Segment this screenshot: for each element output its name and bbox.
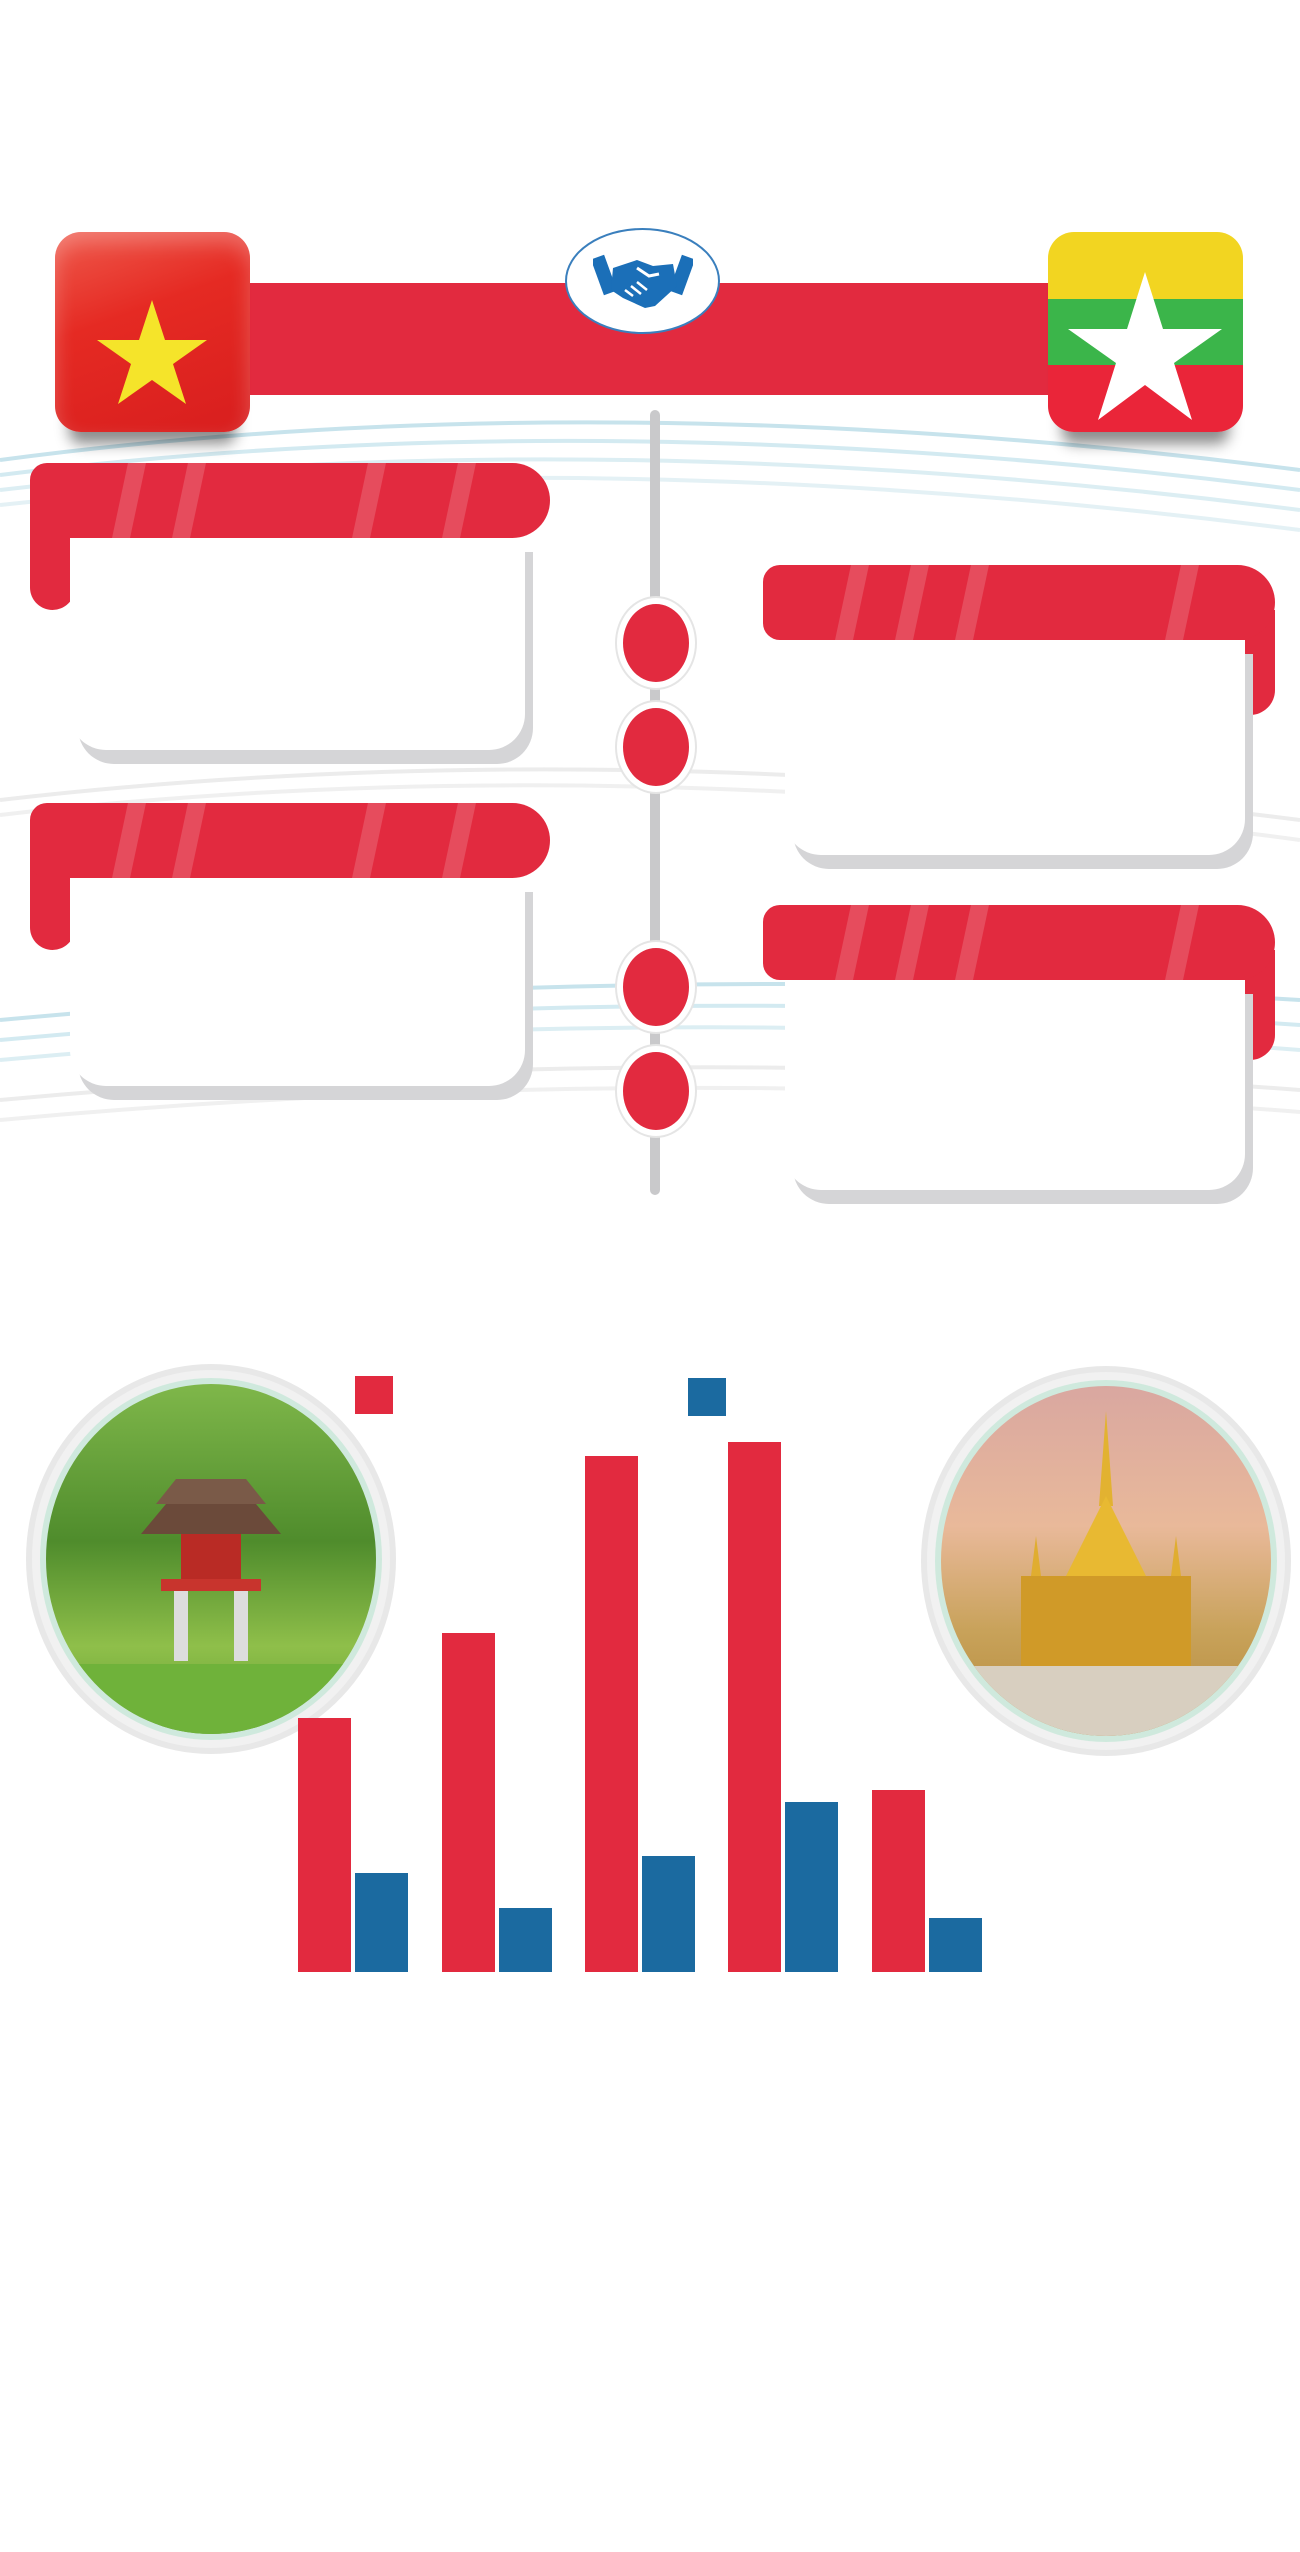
handshake-badge: [565, 228, 720, 334]
timeline-date-2017: [763, 905, 1275, 980]
timeline-card-2014: [785, 640, 1245, 855]
star-icon: [1068, 272, 1222, 420]
timeline-dot: [617, 702, 695, 792]
bar-import-2019: [785, 1802, 838, 1972]
vietnam-flag: [55, 232, 250, 432]
timeline-dot: [617, 598, 695, 688]
legend-import-swatch: [688, 1378, 726, 1416]
bar-import-2016: [499, 1908, 552, 1972]
timeline-card-2013: [70, 538, 525, 750]
bar-import-2020: [929, 1918, 982, 1972]
bar-chart: [280, 1442, 1020, 1972]
bar-export-2016: [442, 1633, 495, 1972]
timeline-card-2015: [70, 878, 525, 1086]
star-icon: [97, 300, 207, 404]
timeline-date-2013: [30, 463, 550, 538]
handshake-icon: [592, 254, 693, 308]
timeline-dot: [617, 1046, 695, 1136]
timeline-date-2015: [30, 803, 550, 878]
bar-export-2019: [728, 1442, 781, 1972]
bar-export-2018: [585, 1456, 638, 1972]
bar-export-2020: [872, 1790, 925, 1972]
bar-import-2018: [642, 1856, 695, 1972]
legend-export-swatch: [355, 1376, 393, 1414]
timeline-date-2014: [763, 565, 1275, 640]
myanmar-flag: [1048, 232, 1243, 432]
bar-import-2014: [355, 1873, 408, 1972]
timeline-card-2017: [785, 980, 1245, 1190]
timeline-axis: [650, 410, 660, 1195]
bar-export-2014: [298, 1718, 351, 1972]
timeline-dot: [617, 942, 695, 1032]
